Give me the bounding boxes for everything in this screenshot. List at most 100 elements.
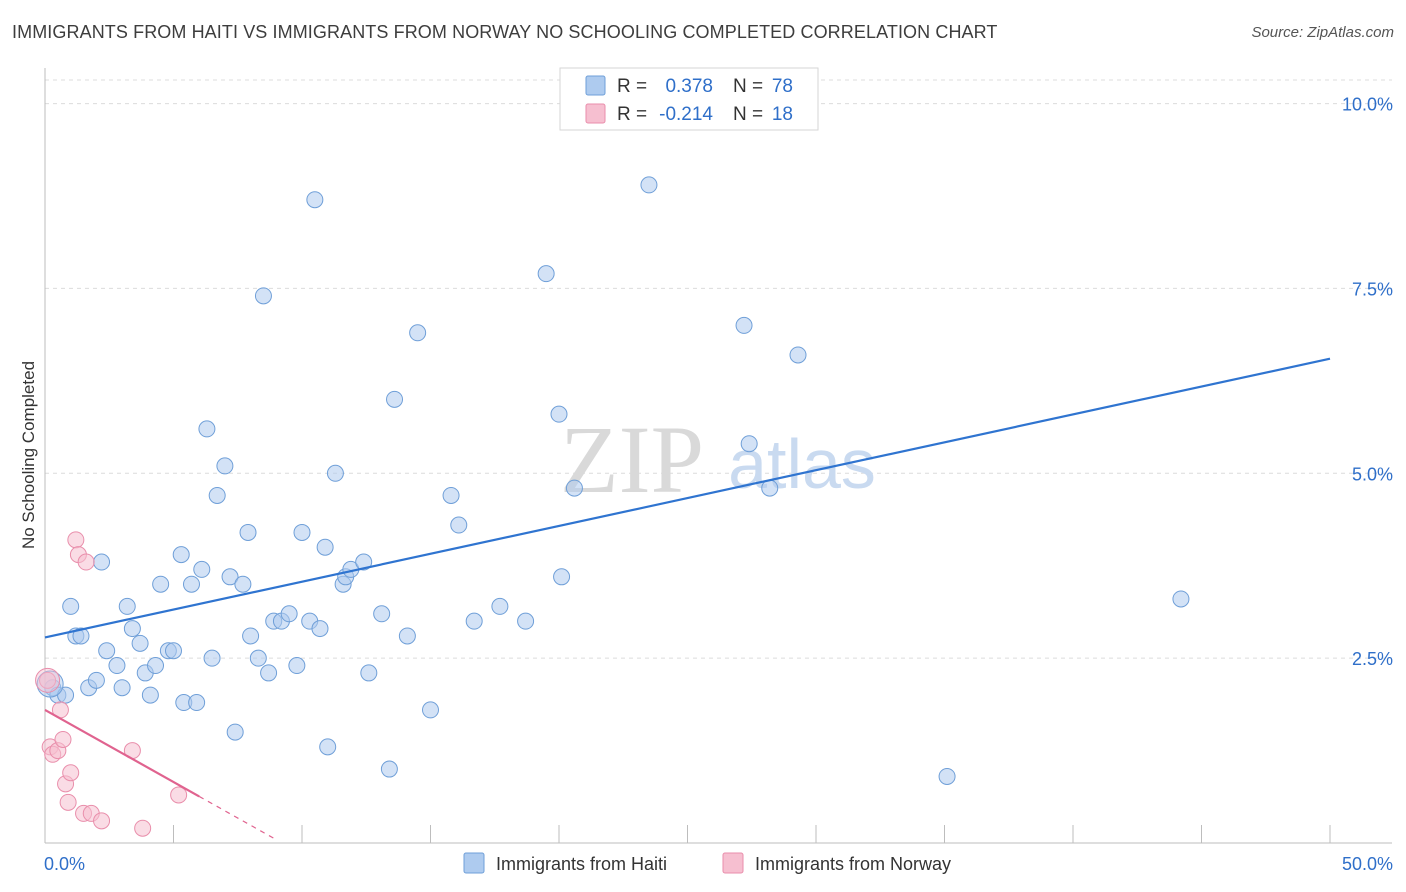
stats-haiti-n-value: 78 [772,76,793,97]
data-point-haiti [288,657,306,675]
data-point-haiti [226,723,244,741]
stats-norway-swatch [585,103,606,124]
data-point-haiti [152,575,170,593]
data-point-haiti [517,612,535,630]
legend-haiti-swatch [463,852,485,874]
legend-norway-swatch [722,852,744,874]
watermark-zip: ZIP [560,406,704,513]
series-legend: Immigrants from Haiti Immigrants from No… [463,852,951,874]
data-point-haiti [537,265,555,283]
data-point-haiti [306,191,324,209]
stats-haiti-n-label: N = [733,76,763,97]
data-point-haiti [147,657,165,675]
data-point-norway [134,819,152,837]
data-point-haiti [118,597,136,615]
data-point-haiti [203,649,221,667]
y-axis-label: No Schooling Completed [19,361,38,549]
data-point-haiti [280,605,298,623]
y-tick-label: 7.5% [1352,279,1393,299]
data-point-haiti [172,546,190,564]
y-tick-label: 2.5% [1352,649,1393,669]
trend-lines [44,357,1331,841]
stats-norway-n-label: N = [733,104,763,125]
data-point-haiti [87,671,105,689]
data-point-haiti [553,568,571,586]
data-point-haiti [254,287,272,305]
data-point-haiti [386,390,404,408]
watermark: ZIP atlas [560,406,876,513]
legend-haiti-label: Immigrants from Haiti [496,854,667,874]
x-tick-label: 0.0% [44,854,85,874]
data-point-haiti [640,176,658,194]
data-point-haiti [216,457,234,475]
data-point-haiti [789,346,807,364]
data-point-haiti [131,634,149,652]
y-tick-labels: 2.5% 5.0% 7.5% 10.0% [1342,95,1393,670]
data-point-haiti [450,516,468,534]
data-point-haiti [360,664,378,682]
x-tick-label: 50.0% [1342,854,1393,874]
data-point-norway [39,671,57,689]
stats-norway-n-value: 18 [772,104,793,125]
data-point-haiti [565,479,583,497]
data-point-haiti [1172,590,1190,608]
data-point-haiti [193,560,211,578]
y-tick-label: 10.0% [1342,95,1393,115]
data-point-haiti [316,538,334,556]
x-tick-labels: 0.0% 50.0% [44,854,1393,874]
series-haiti-points [36,176,1190,785]
data-point-haiti [422,701,439,719]
data-point-haiti [465,612,483,630]
stats-haiti-r-value: 0.378 [665,76,713,97]
data-point-haiti [373,605,391,623]
data-point-norway [59,793,77,811]
gridlines [45,79,1392,659]
data-point-haiti [735,316,753,334]
data-point-haiti [938,767,956,785]
data-point-haiti [355,553,373,571]
data-point-haiti [491,597,509,615]
data-point-haiti [234,575,252,593]
data-point-norway [54,730,72,748]
data-point-haiti [188,694,206,712]
stats-legend: R = 0.378 N = 78 R = -0.214 N = 18 [559,67,819,131]
data-point-haiti [409,324,427,342]
data-point-norway [77,553,95,571]
trend-line-haiti [44,357,1331,639]
data-point-haiti [319,738,337,756]
data-point-haiti [72,627,90,645]
data-point-haiti [123,620,141,638]
data-point-haiti [242,627,260,645]
trend-line-norway [44,708,200,798]
data-point-haiti [260,664,278,682]
data-point-haiti [182,575,200,593]
data-point-haiti [165,642,182,660]
data-point-haiti [239,523,257,541]
source-label: Source: ZipAtlas.com [1251,24,1394,41]
data-point-haiti [311,620,329,638]
data-point-haiti [550,405,568,423]
data-point-norway [67,531,85,549]
data-point-haiti [108,657,126,675]
series-norway-points [35,531,188,837]
data-point-haiti [198,420,216,438]
data-point-haiti [442,486,460,504]
data-point-haiti [398,627,416,645]
data-point-norway [62,764,80,782]
data-point-haiti [93,553,111,571]
data-point-haiti [221,568,239,586]
y-tick-label: 5.0% [1352,464,1393,484]
axes [44,68,1392,844]
stats-haiti-swatch [585,75,606,96]
trend-line-norway-extension [198,795,277,841]
data-point-haiti [113,679,131,697]
stats-norway-r-value: -0.214 [659,104,713,125]
data-point-haiti [141,686,159,704]
data-point-haiti [326,464,344,482]
legend-norway-label: Immigrants from Norway [755,854,951,874]
data-point-haiti [249,649,267,667]
data-point-haiti [740,435,758,453]
data-point-norway-cluster [35,667,61,693]
stats-norway-r-label: R = [617,104,647,125]
